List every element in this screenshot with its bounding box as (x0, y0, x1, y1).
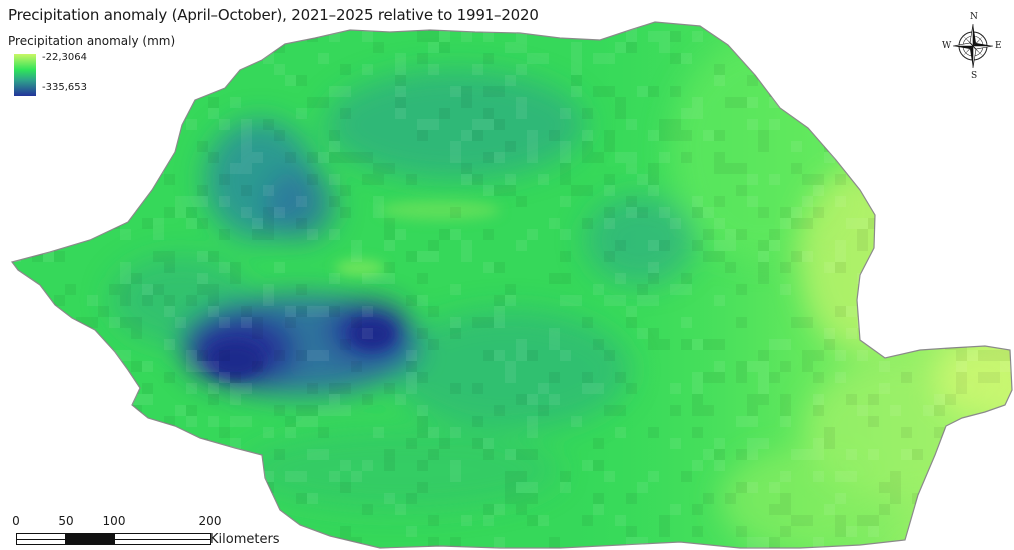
compass-rose-icon (952, 23, 994, 69)
scale-tick-label: 100 (102, 514, 126, 528)
scale-tick-label: 0 (12, 514, 20, 528)
compass-rose: N W E S (942, 12, 1004, 82)
scale-tick-label: 200 (198, 514, 222, 528)
compass-west-label: W (942, 41, 952, 51)
compass-east-label: E (995, 41, 1002, 51)
compass-north-label: N (970, 12, 978, 22)
legend-title: Precipitation anomaly (mm) (8, 34, 176, 48)
legend-min-label: -335,653 (42, 82, 87, 93)
legend-max-label: -22,3064 (42, 52, 87, 63)
scale-bar-divider (16, 539, 211, 545)
scale-bar: 0 50 100 200 Kilometers (10, 514, 300, 550)
scale-bar-units: Kilometers (210, 532, 280, 547)
compass-south-label: S (971, 71, 978, 81)
legend-color-ramp (14, 54, 36, 96)
country-outline (10, 21, 1013, 549)
map-title: Precipitation anomaly (April–October), 2… (8, 6, 539, 24)
scale-tick-label: 50 (58, 514, 74, 528)
legend: Precipitation anomaly (mm) -22,3064 -335… (8, 34, 175, 100)
